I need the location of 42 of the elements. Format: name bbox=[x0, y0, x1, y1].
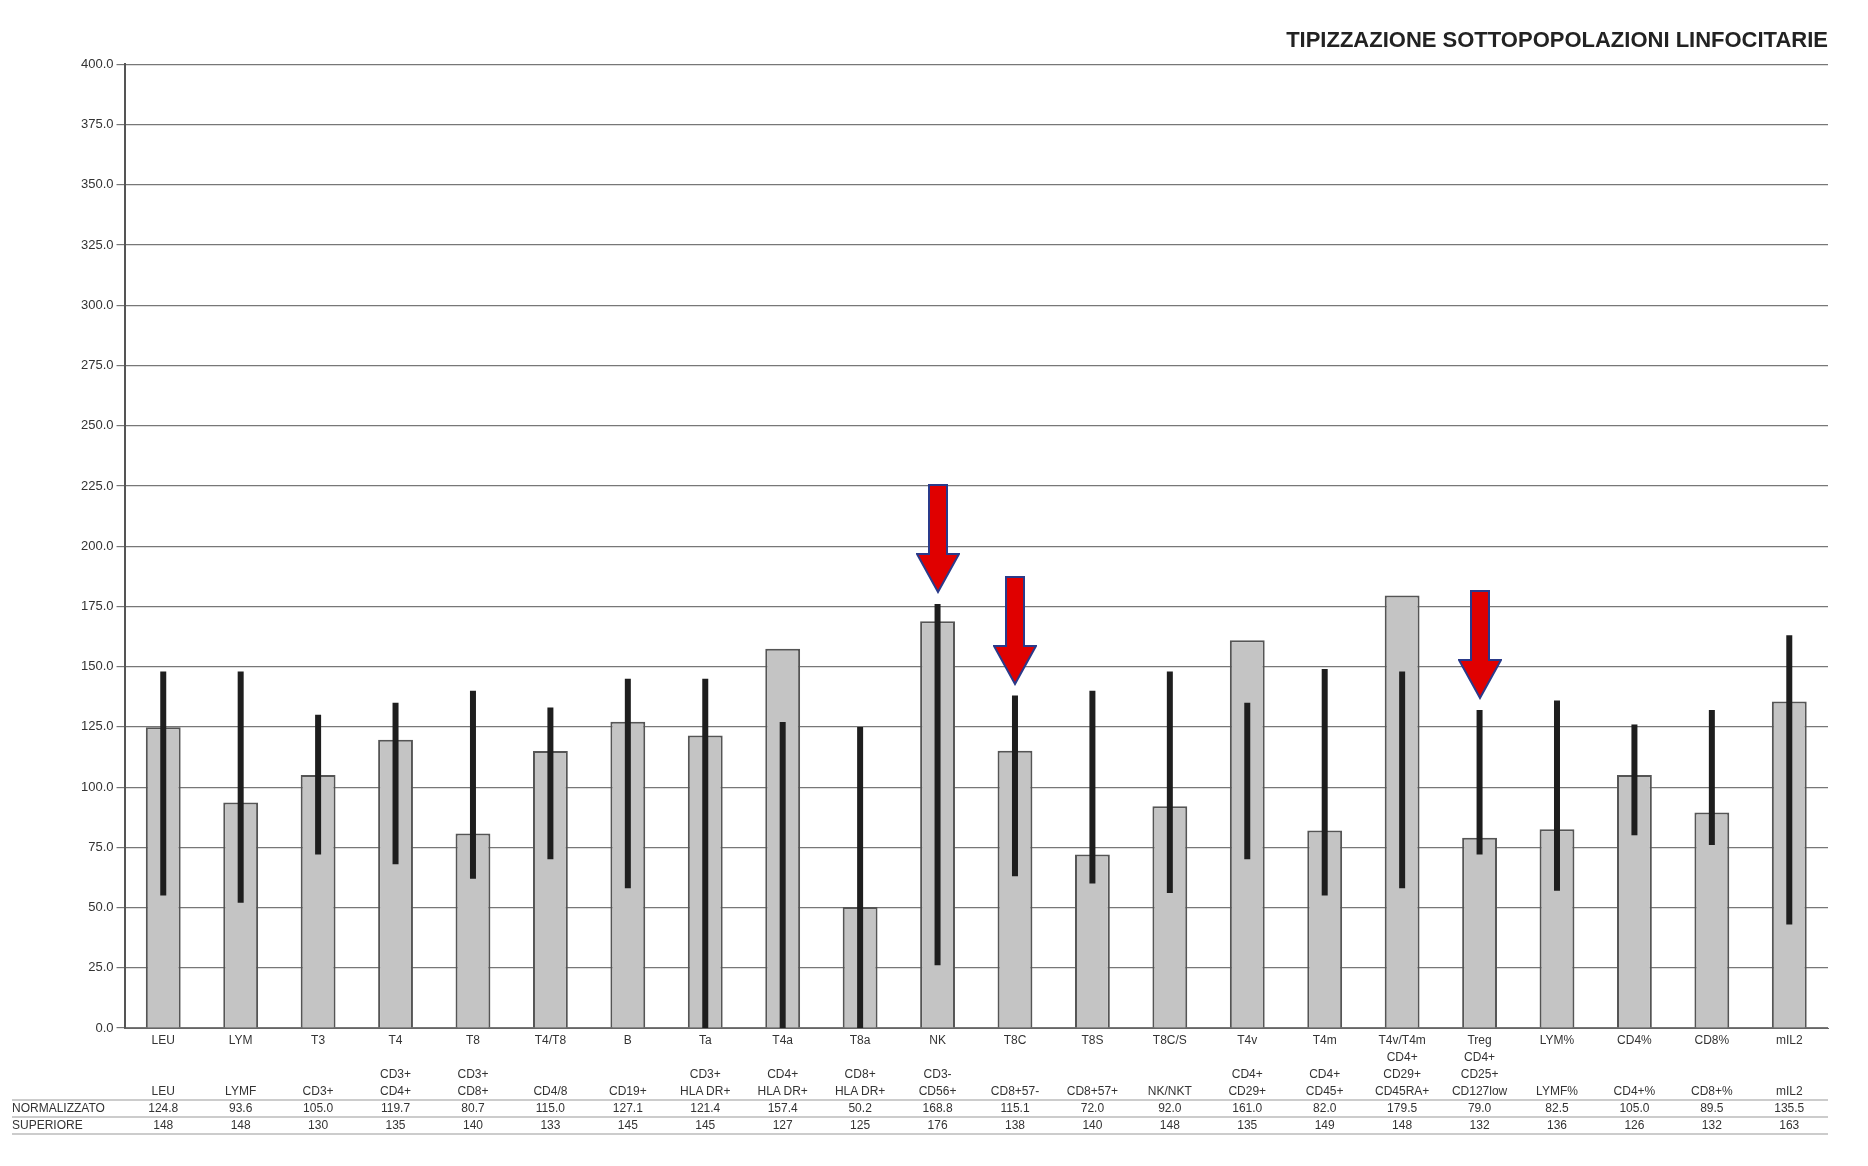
text: NORMALIZZATO bbox=[12, 1100, 105, 1115]
category-label: NK CD3- CD56+ 168.8 176 bbox=[918, 1032, 957, 1132]
category-label: T8C CD8+57- 115.1 138 bbox=[990, 1032, 1040, 1132]
category-label: mIL2 mIL2 135.5 163 bbox=[1774, 1032, 1805, 1132]
y-tick-label: 225.0 bbox=[80, 477, 114, 493]
chart-title: TIPIZZAZIONE SOTTOPOPOLAZIONI LINFOCITARIE bbox=[1286, 27, 1828, 53]
y-tick-label: 25.0 bbox=[88, 959, 114, 975]
y-tick-label: 175.0 bbox=[80, 598, 114, 613]
y-tick-label: 275.0 bbox=[80, 357, 114, 373]
y-tick-label: 250.0 bbox=[80, 417, 114, 433]
category-label: T8S CD8+57+ 72.0 140 bbox=[1066, 1032, 1119, 1132]
category-label: T4a CD4+ HLA DR+ 157.4 127 bbox=[757, 1032, 808, 1132]
y-tick-label: 325.0 bbox=[80, 236, 114, 252]
category-label: Ta CD3+ HLA DR+ 121.4 145 bbox=[680, 1032, 731, 1132]
y-tick-label: 100.0 bbox=[80, 778, 114, 794]
category-label: T4m CD4+ CD45+ 82.0 149 bbox=[1305, 1032, 1344, 1132]
category-label: LEU LEU 124.8 148 bbox=[148, 1032, 179, 1132]
y-tick-label: 0.0 bbox=[95, 1019, 114, 1035]
category-label: LYM% LYMF% 82.5 136 bbox=[1536, 1032, 1578, 1132]
y-tick-label: 75.0 bbox=[88, 838, 114, 854]
y-tick-label: 200.0 bbox=[80, 537, 114, 553]
y-tick-label: 350.0 bbox=[80, 176, 114, 192]
category-label: T8 CD3+ CD8+ 80.7 140 bbox=[457, 1032, 489, 1132]
category-label: T4v CD4+ CD29+ 161.0 135 bbox=[1228, 1032, 1267, 1132]
category-label: B CD19+ 127.1 145 bbox=[608, 1032, 647, 1132]
category-label: T8a CD8+ HLA DR+ 50.2 125 bbox=[834, 1032, 886, 1132]
text: SUPERIORE bbox=[12, 1117, 83, 1132]
y-tick-label: 125.0 bbox=[80, 718, 114, 734]
category-label: T4 CD3+ CD4+ 119.7 135 bbox=[380, 1032, 412, 1132]
category-label: T8C/S NK/NKT 92.0 148 bbox=[1147, 1032, 1192, 1132]
x-tick-label: T4v/T4m CD4+ CD29+ CD45RA+ 179.5 148 bbox=[1374, 1032, 1430, 1132]
x-tick-label: Treg CD4+ CD25+ CD127low 79.0 132 bbox=[1451, 1032, 1508, 1132]
category-label: T4/T8 CD4/8 115.0 133 bbox=[533, 1032, 568, 1132]
y-tick-label: 400.0 bbox=[80, 55, 114, 71]
category-label: CD4% CD4+% 105.0 126 bbox=[1613, 1032, 1656, 1132]
y-tick-label: 375.0 bbox=[80, 116, 114, 132]
category-label: T3 CD3+ 105.0 130 bbox=[302, 1032, 334, 1132]
y-tick-label: 150.0 bbox=[80, 658, 114, 674]
category-label: LYM LYMF 93.6 148 bbox=[225, 1032, 257, 1132]
y-tick-label: 50.0 bbox=[88, 899, 114, 915]
y-tick-label: 300.0 bbox=[80, 296, 114, 312]
category-label: CD8% CD8+% 89.5 132 bbox=[1691, 1032, 1733, 1132]
